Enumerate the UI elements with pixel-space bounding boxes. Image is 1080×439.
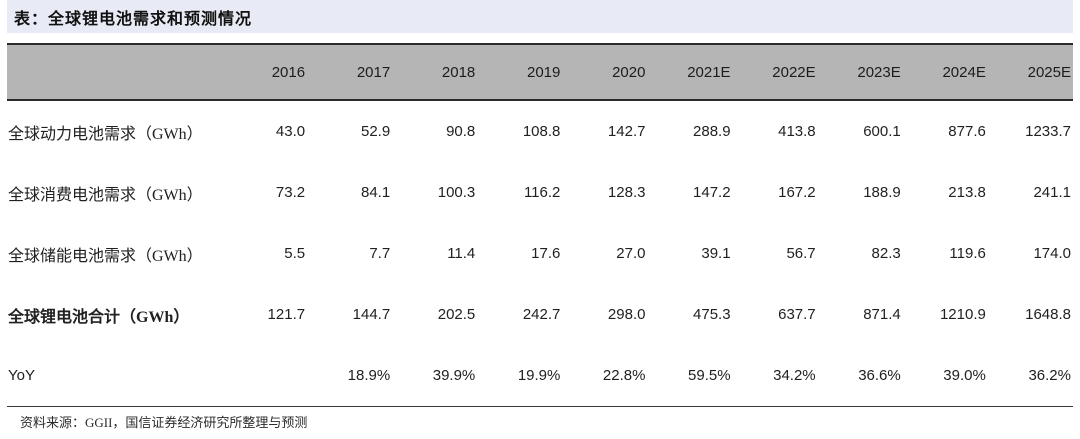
cell: 121.7	[267, 306, 306, 323]
cell: 600.1	[863, 123, 901, 140]
cell: 108.8	[522, 123, 561, 140]
cell: 202.5	[437, 306, 476, 323]
cell: 34.2%	[773, 367, 816, 384]
column-header-2021e: 2021E	[687, 63, 731, 81]
table-title: 表：全球锂电池需求和预测情况	[14, 10, 253, 28]
column-header-2022e: 2022E	[772, 63, 816, 81]
cell: 167.2	[778, 184, 816, 201]
cell: 19.9%	[517, 367, 561, 384]
cell: 144.7	[352, 306, 391, 323]
cell: 119.6	[949, 245, 986, 262]
cell: 288.9	[693, 123, 731, 140]
row-label: 全球储能电池需求（GWh）	[8, 247, 203, 265]
cell: 142.7	[607, 123, 646, 140]
table-row-power-battery: 全球动力电池需求（GWh） 43.0 52.9 90.8 108.8 142.7…	[7, 100, 1073, 162]
table-row-yoy: YoY 18.9% 39.9% 19.9% 22.8% 59.5% 34.2% …	[7, 345, 1073, 407]
cell: 18.9%	[347, 367, 391, 384]
column-header-2023e: 2023E	[857, 63, 901, 81]
cell: 871.4	[863, 306, 901, 323]
cell: 1648.8	[1025, 306, 1071, 323]
column-header-2019: 2019	[527, 63, 561, 81]
cell: 22.8%	[602, 367, 646, 384]
cell: 43.0	[275, 123, 306, 140]
cell: 52.9	[360, 123, 391, 140]
cell: 17.6	[531, 245, 561, 262]
cell: 11.4	[447, 245, 476, 262]
cell: 1233.7	[1025, 123, 1071, 140]
cell: 637.7	[778, 306, 816, 323]
cell: 7.7	[369, 245, 391, 262]
column-header-2016: 2016	[271, 63, 306, 81]
cell: 475.3	[693, 306, 731, 323]
table-title-bar: 表：全球锂电池需求和预测情况	[7, 0, 1073, 33]
cell: 90.8	[446, 123, 476, 140]
report-table-page: 表：全球锂电池需求和预测情况 2016 2017 2018 2019 2020 …	[7, 0, 1073, 431]
cell: 147.2	[693, 184, 731, 201]
cell: 877.6	[948, 123, 986, 140]
row-label: 全球动力电池需求（GWh）	[8, 125, 203, 143]
table-container: 2016 2017 2018 2019 2020 2021E 2022E 202…	[7, 43, 1073, 407]
cell: 36.6%	[858, 367, 901, 384]
table-row-total: 全球锂电池合计（GWh） 121.7 144.7 202.5 242.7 298…	[7, 284, 1073, 345]
cell: 59.5%	[688, 367, 731, 384]
column-header-2025e: 2025E	[1027, 63, 1071, 81]
cell: 1210.9	[939, 306, 986, 323]
cell: 241.1	[1033, 184, 1071, 201]
lithium-battery-demand-table: 2016 2017 2018 2019 2020 2021E 2022E 202…	[7, 43, 1073, 407]
column-header-2018: 2018	[441, 63, 476, 81]
cell: 56.7	[786, 245, 816, 262]
cell: 128.3	[607, 184, 646, 201]
column-header-2020: 2020	[612, 63, 646, 81]
header-empty-cell	[7, 44, 222, 100]
cell: 82.3	[871, 245, 901, 262]
cell: 188.9	[863, 184, 901, 201]
cell: 100.3	[437, 184, 476, 201]
cell: 413.8	[778, 123, 816, 140]
column-header-2017: 2017	[356, 63, 391, 81]
row-label: 全球锂电池合计（GWh）	[8, 308, 190, 326]
cell	[222, 345, 307, 407]
table-row-consumer-battery: 全球消费电池需求（GWh） 73.2 84.1 100.3 116.2 128.…	[7, 162, 1073, 223]
cell: 116.2	[523, 184, 561, 201]
cell: 39.9%	[432, 367, 476, 384]
cell: 39.0%	[943, 367, 986, 384]
table-row-storage-battery: 全球储能电池需求（GWh） 5.5 7.7 11.4 17.6 27.0 39.…	[7, 223, 1073, 284]
column-header-2024e: 2024E	[942, 63, 986, 81]
source-note: 资料来源：GGII，国信证券经济研究所整理与预测	[20, 415, 308, 430]
cell: 213.8	[948, 184, 986, 201]
cell: 242.7	[522, 306, 561, 323]
cell: 27.0	[616, 245, 646, 262]
cell: 73.2	[275, 184, 306, 201]
row-label: YoY	[8, 367, 35, 384]
cell: 36.2%	[1028, 367, 1071, 384]
cell: 84.1	[360, 184, 391, 201]
row-label: 全球消费电池需求（GWh）	[8, 186, 203, 204]
header-row: 2016 2017 2018 2019 2020 2021E 2022E 202…	[7, 44, 1073, 100]
cell: 298.0	[607, 306, 646, 323]
cell: 5.5	[284, 245, 306, 262]
cell: 174.0	[1033, 245, 1071, 262]
cell: 39.1	[701, 245, 731, 262]
